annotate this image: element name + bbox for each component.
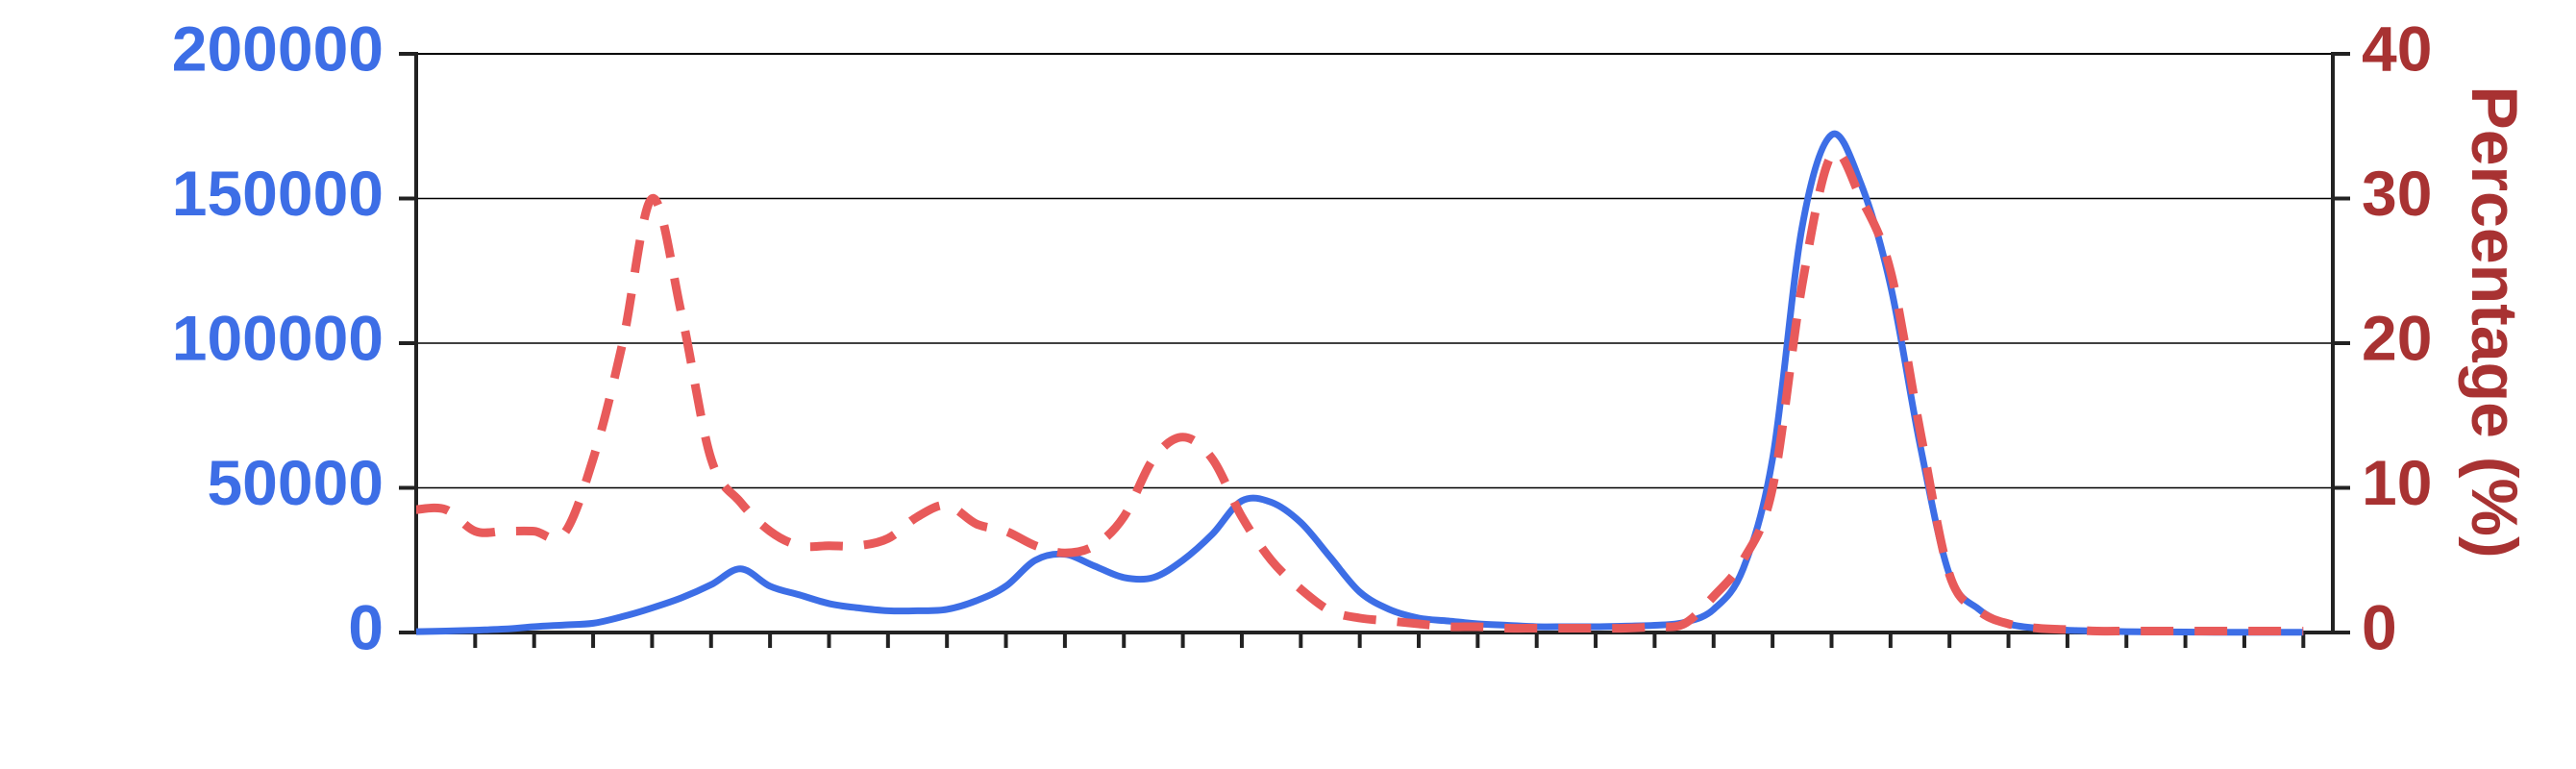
right-axis-label: Percentage (%) [2458, 86, 2531, 558]
plot-frame [414, 52, 2335, 634]
left-y-tick-label: 150000 [172, 158, 384, 229]
right-y-tick-label: 40 [2362, 12, 2432, 84]
right-y-tick-label: 0 [2362, 591, 2397, 662]
series-lines [415, 130, 2304, 636]
right-y-tick-label: 20 [2362, 302, 2432, 373]
left-y-tick-label: 200000 [172, 12, 384, 84]
tick-labels: 0 50000 100000 150000 200000 0 10 20 30 40 [172, 12, 2433, 662]
right-y-tick-label: 30 [2362, 158, 2432, 229]
left-y-tick-label: 0 [348, 591, 384, 662]
left-y-tick-label: 100000 [172, 302, 384, 373]
left-y-tick-label: 50000 [207, 447, 384, 518]
percentage-series-line [415, 147, 2304, 636]
grid-lines [416, 197, 2333, 489]
count-series-line [415, 130, 2304, 636]
axis-ticks [399, 52, 2350, 648]
right-y-tick-label: 10 [2362, 447, 2432, 518]
